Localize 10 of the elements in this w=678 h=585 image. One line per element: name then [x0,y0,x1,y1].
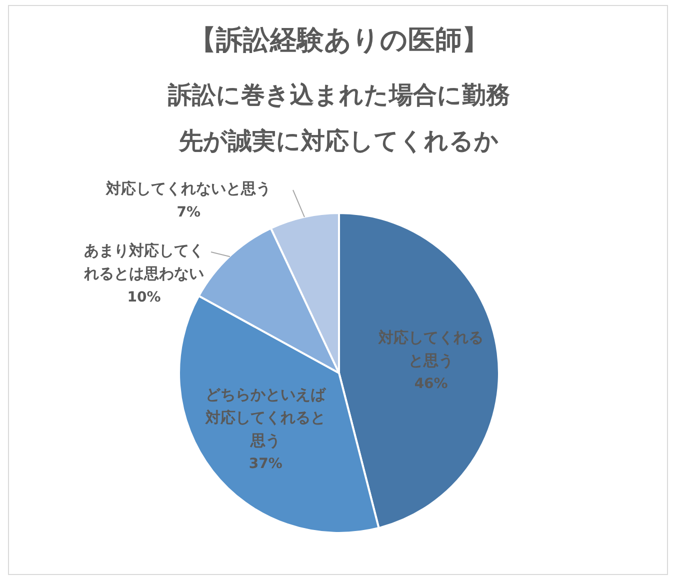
data-label: 10% [127,289,161,306]
chart-subtitle: 訴訟に巻き込まれた場合に勤務先が誠実に対応してくれるか [166,80,511,157]
slice-label: 対応してくれないと思う [105,180,272,198]
slice-label: あまり対応してくれるとは思わない [83,242,204,283]
chart-title: 【訴訟経験ありの医師】 [188,24,490,58]
data-label: 46% [414,376,448,392]
slice-label: どちらかといえば対応してくれると思う [204,385,327,450]
data-label: 37% [248,456,282,472]
slice-label: 対応してくれると思う [378,328,484,370]
data-label: 7% [176,204,200,220]
